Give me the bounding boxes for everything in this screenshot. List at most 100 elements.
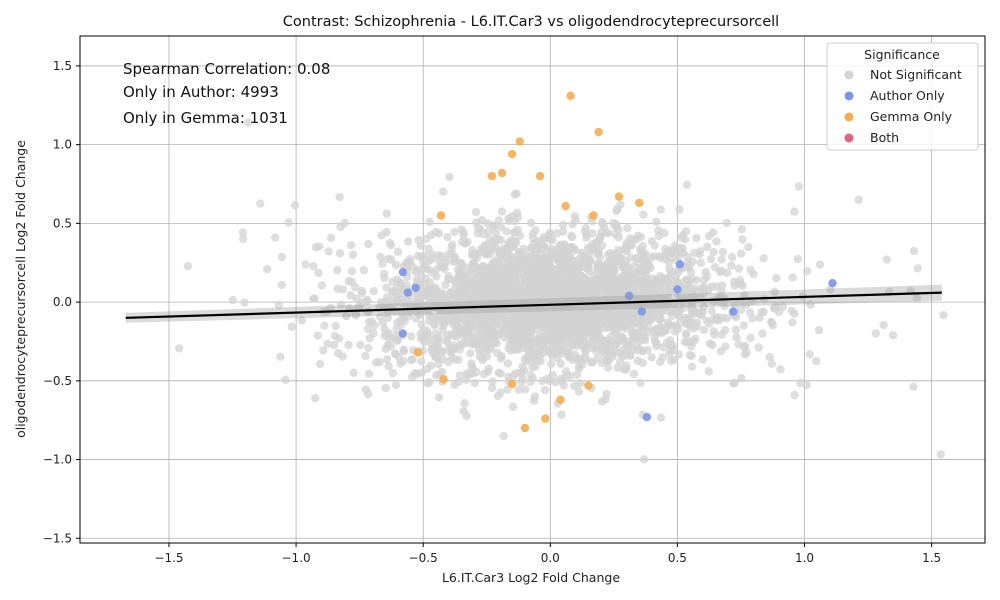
point-gemma-only — [589, 211, 598, 220]
point-not-significant — [593, 325, 602, 335]
point-not-significant — [365, 333, 375, 343]
point-not-significant — [748, 314, 757, 323]
ticks: −1.5 −1.0 −0.5 0.0 0.5 1.0 1.5 −1.5 −1.0 −0.5 0.0 0… — [43, 59, 941, 565]
point-not-significant — [503, 359, 513, 368]
point-not-significant — [240, 298, 249, 307]
point-not-significant — [740, 291, 749, 300]
x-tick-label: 0.0 — [541, 551, 560, 565]
point-not-significant — [443, 336, 452, 345]
point-not-significant — [341, 311, 351, 321]
x-tick-label: 0.5 — [668, 551, 687, 565]
point-not-significant — [344, 276, 353, 286]
point-not-significant — [469, 261, 478, 270]
point-not-significant — [690, 248, 699, 257]
point-not-significant — [443, 232, 452, 242]
point-not-significant — [678, 231, 688, 240]
point-not-significant — [802, 266, 812, 276]
point-not-significant — [484, 364, 493, 373]
point-not-significant — [685, 350, 695, 360]
point-not-significant — [557, 410, 566, 419]
point-not-significant — [375, 357, 384, 367]
point-not-significant — [582, 255, 591, 264]
point-not-significant — [338, 352, 348, 361]
point-author-only — [675, 260, 685, 269]
point-not-significant — [440, 264, 449, 274]
point-not-significant — [430, 321, 439, 330]
point-not-significant — [533, 237, 543, 246]
point-not-significant — [598, 241, 607, 250]
point-not-significant — [431, 351, 440, 360]
point-not-significant — [687, 362, 697, 371]
point-not-significant — [812, 356, 821, 366]
point-gemma-only — [635, 198, 644, 208]
point-not-significant — [712, 237, 721, 246]
point-not-significant — [790, 390, 800, 400]
point-not-significant — [575, 355, 585, 364]
x-axis-label: L6.IT.Car3 Log2 Fold Change — [442, 570, 620, 585]
point-not-significant — [262, 265, 272, 274]
point-not-significant — [529, 396, 539, 405]
point-not-significant — [270, 233, 280, 242]
point-not-significant — [424, 244, 433, 253]
point-not-significant — [612, 259, 622, 269]
point-not-significant — [730, 378, 739, 388]
point-not-significant — [549, 322, 558, 331]
legend-marker-gemma-only — [844, 112, 854, 122]
point-not-significant — [649, 280, 658, 289]
point-not-significant — [470, 250, 479, 260]
point-not-significant — [417, 320, 426, 329]
point-not-significant — [380, 273, 389, 283]
point-author-only — [398, 267, 408, 277]
point-not-significant — [802, 380, 811, 390]
point-not-significant — [688, 304, 697, 314]
point-not-significant — [568, 340, 577, 350]
spearman-annotation: Spearman Correlation: 0.08 — [123, 60, 330, 78]
point-not-significant — [382, 209, 392, 218]
point-not-significant — [678, 243, 687, 253]
point-not-significant — [518, 374, 528, 384]
point-not-significant — [336, 300, 346, 309]
point-not-significant — [567, 231, 576, 240]
point-author-only — [403, 288, 413, 297]
point-not-significant — [631, 268, 641, 278]
point-not-significant — [717, 255, 726, 264]
point-not-significant — [909, 246, 919, 256]
point-not-significant — [582, 231, 591, 240]
point-not-significant — [642, 274, 651, 283]
point-not-significant — [740, 350, 750, 359]
point-not-significant — [805, 350, 814, 359]
legend-label-both: Both — [870, 130, 899, 145]
point-not-significant — [493, 348, 502, 357]
point-not-significant — [314, 268, 323, 278]
point-not-significant — [574, 387, 584, 396]
point-not-significant — [545, 335, 555, 345]
point-not-significant — [433, 255, 443, 265]
point-not-significant — [611, 291, 620, 300]
point-not-significant — [602, 345, 611, 354]
point-not-significant — [589, 292, 599, 301]
point-not-significant — [513, 213, 523, 222]
point-not-significant — [463, 330, 473, 339]
point-not-significant — [586, 302, 596, 311]
point-not-significant — [604, 321, 613, 330]
point-not-significant — [496, 388, 505, 397]
point-not-significant — [448, 240, 457, 249]
point-not-significant — [589, 244, 598, 254]
point-not-significant — [605, 308, 615, 317]
point-not-significant — [682, 275, 692, 284]
point-not-significant — [596, 333, 605, 342]
point-not-significant — [599, 222, 609, 232]
point-not-significant — [364, 369, 374, 378]
plot-area: −1.5 −1.0 −0.5 0.0 0.5 1.0 1.5 −1.5 −1.0 −0.5 0.0 0… — [43, 35, 986, 565]
point-not-significant — [398, 298, 408, 308]
point-gemma-only — [566, 91, 575, 101]
point-not-significant — [680, 337, 690, 347]
point-not-significant — [550, 275, 560, 284]
point-not-significant — [520, 385, 530, 394]
point-not-significant — [770, 287, 779, 297]
point-not-significant — [274, 300, 283, 310]
point-not-significant — [658, 353, 667, 362]
point-not-significant — [439, 187, 448, 196]
point-not-significant — [639, 455, 649, 464]
point-not-significant — [427, 268, 437, 277]
